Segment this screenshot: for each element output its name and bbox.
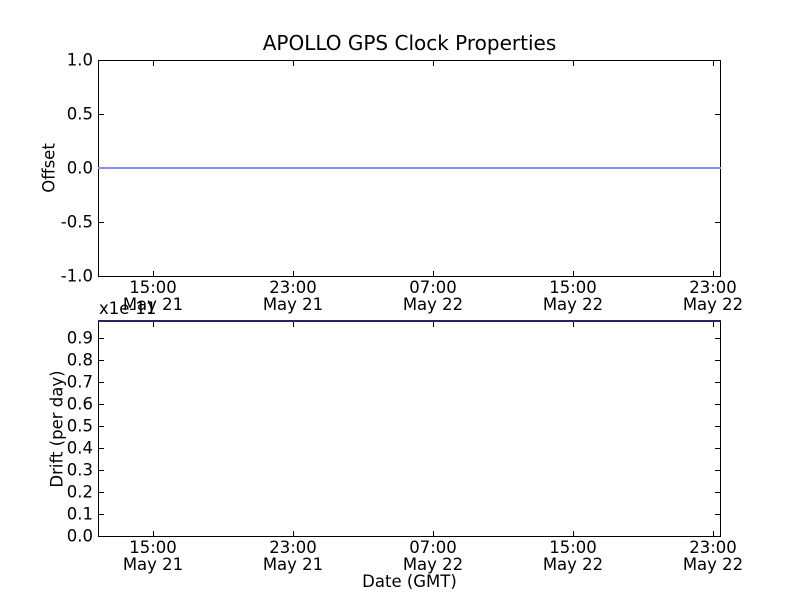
y-tick-label: -0.5 bbox=[60, 212, 93, 232]
x-tick-mark bbox=[153, 531, 154, 536]
x-tick-mark bbox=[293, 271, 294, 276]
x-tick-label: 15:00 May 21 bbox=[122, 538, 184, 574]
x-tick-mark bbox=[433, 271, 434, 276]
y-tick-mark bbox=[99, 382, 104, 383]
y-tick-mark bbox=[715, 276, 720, 277]
x-tick-mark bbox=[293, 322, 294, 327]
y-tick-label: 0.9 bbox=[66, 328, 93, 348]
x-tick-mark bbox=[573, 531, 574, 536]
x-tick-mark bbox=[433, 61, 434, 66]
y-tick-mark bbox=[99, 426, 104, 427]
x-tick-label: 15:00 May 22 bbox=[542, 278, 604, 314]
y-tick-label: 1.0 bbox=[66, 50, 93, 70]
x-tick-mark bbox=[573, 322, 574, 327]
x-tick-label: 07:00 May 22 bbox=[402, 278, 464, 314]
x-tick-mark bbox=[573, 61, 574, 66]
x-tick-label: 23:00 May 21 bbox=[262, 278, 324, 314]
x-tick-mark bbox=[433, 322, 434, 327]
axes-drift-plot bbox=[98, 321, 721, 537]
y-tick-label: 0.6 bbox=[66, 394, 93, 414]
x-tick-mark bbox=[713, 61, 714, 66]
y-tick-mark bbox=[99, 448, 104, 449]
x-tick-mark bbox=[713, 271, 714, 276]
x-tick-mark bbox=[293, 61, 294, 66]
y-tick-mark bbox=[715, 382, 720, 383]
y-tick-label: 0.4 bbox=[66, 438, 93, 458]
y-tick-mark bbox=[99, 470, 104, 471]
y-tick-mark bbox=[99, 222, 104, 223]
y-tick-label: 0.0 bbox=[66, 158, 93, 178]
x-tick-label: 07:00 May 22 bbox=[402, 538, 464, 574]
chart-title: APOLLO GPS Clock Properties bbox=[262, 31, 557, 55]
y-tick-mark bbox=[715, 514, 720, 515]
y-tick-mark bbox=[99, 514, 104, 515]
y-tick-label: 0.5 bbox=[66, 416, 93, 436]
y-tick-mark bbox=[99, 360, 104, 361]
x-tick-mark bbox=[573, 271, 574, 276]
y-tick-mark bbox=[99, 276, 104, 277]
y-tick-mark bbox=[715, 448, 720, 449]
y-tick-label: 0.1 bbox=[66, 504, 93, 524]
y-tick-label: 0.7 bbox=[66, 372, 93, 392]
data-line bbox=[98, 167, 721, 169]
x-tick-label: 15:00 May 22 bbox=[542, 538, 604, 574]
y-tick-mark bbox=[715, 338, 720, 339]
x-tick-mark bbox=[433, 531, 434, 536]
y-tick-mark bbox=[715, 222, 720, 223]
x-tick-label: 23:00 May 21 bbox=[262, 538, 324, 574]
x-tick-label: 23:00 May 22 bbox=[682, 538, 744, 574]
data-line bbox=[98, 320, 721, 322]
y-tick-mark bbox=[715, 360, 720, 361]
x-tick-mark bbox=[153, 61, 154, 66]
x-tick-mark bbox=[153, 271, 154, 276]
x-axis-label: Date (GMT) bbox=[362, 572, 457, 591]
y-tick-mark bbox=[715, 114, 720, 115]
x-tick-label: 23:00 May 22 bbox=[682, 278, 744, 314]
y-tick-mark bbox=[715, 404, 720, 405]
y-tick-mark bbox=[99, 536, 104, 537]
x-tick-mark bbox=[153, 322, 154, 327]
y-tick-mark bbox=[715, 470, 720, 471]
x-tick-mark bbox=[713, 531, 714, 536]
y-tick-mark bbox=[99, 338, 104, 339]
y-tick-label: 0.0 bbox=[66, 526, 93, 546]
y-tick-label: 0.5 bbox=[66, 104, 93, 124]
y-tick-mark bbox=[99, 60, 104, 61]
y-tick-label: -1.0 bbox=[60, 266, 93, 286]
x-tick-label: 15:00 May 21 bbox=[122, 278, 184, 314]
x-tick-mark bbox=[293, 531, 294, 536]
y-tick-mark bbox=[99, 492, 104, 493]
y-tick-mark bbox=[99, 114, 104, 115]
y-tick-mark bbox=[715, 60, 720, 61]
y-tick-label: 0.8 bbox=[66, 350, 93, 370]
y-tick-mark bbox=[99, 404, 104, 405]
y-tick-mark bbox=[715, 426, 720, 427]
y-axis-offset-multiplier: x1e-11 bbox=[99, 299, 157, 318]
x-tick-mark bbox=[713, 322, 714, 327]
y-tick-mark bbox=[715, 536, 720, 537]
y-tick-mark bbox=[715, 492, 720, 493]
y-tick-label: 0.2 bbox=[66, 482, 93, 502]
y-tick-label: 0.3 bbox=[66, 460, 93, 480]
